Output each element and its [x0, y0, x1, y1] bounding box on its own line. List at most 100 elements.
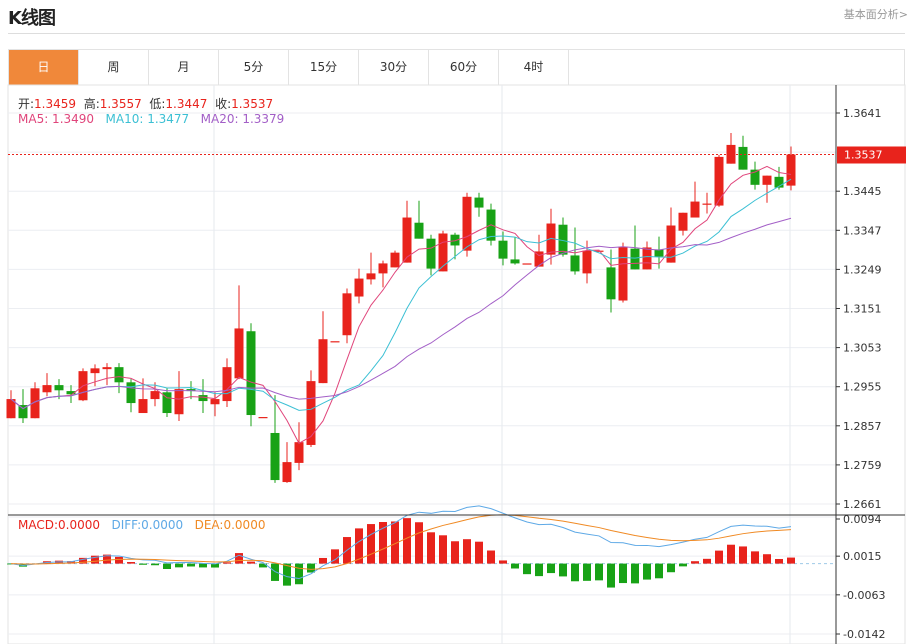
candle-body — [90, 368, 100, 374]
candle-body — [582, 250, 592, 274]
period-tabs: 日 周 月 5分 15分 30分 60分 4时 — [8, 49, 905, 85]
macd-histogram-bar — [607, 563, 615, 588]
ma5-value: MA5: 1.3490 — [18, 112, 95, 126]
candle-body — [306, 381, 316, 445]
candle-body — [606, 267, 616, 300]
macd-histogram-bar — [271, 563, 279, 581]
moving-averages — [10, 165, 792, 444]
close-label: 收: — [215, 97, 232, 111]
tab-4hour[interactable]: 4时 — [499, 50, 569, 85]
high-value: 1.3557 — [99, 97, 142, 111]
macd-histogram-bar — [91, 555, 99, 564]
candle-body — [534, 251, 544, 267]
tab-15min[interactable]: 15分 — [289, 50, 359, 85]
macd-histogram-bar — [223, 562, 231, 564]
dea-line — [10, 514, 792, 570]
candle-body — [138, 399, 148, 414]
ma20-line — [10, 217, 792, 410]
macd-histogram-bar — [763, 554, 771, 564]
candle-body — [318, 339, 328, 384]
macd-histogram-bar — [319, 557, 327, 564]
candle-body — [54, 385, 64, 391]
macd-histogram-bar — [679, 563, 687, 567]
macd-histogram-bar — [367, 524, 375, 564]
candle-body — [282, 462, 292, 483]
low-label: 低: — [149, 97, 166, 111]
price-tick-label: 1.3053 — [843, 342, 882, 355]
candle-body — [342, 293, 352, 336]
last-price-label: 1.3537 — [844, 148, 883, 161]
macd-histogram-bar — [235, 553, 243, 564]
macd-histogram-bar — [403, 518, 411, 564]
price-tick-label: 1.3347 — [843, 224, 882, 237]
divider — [8, 33, 905, 34]
candle-body — [690, 201, 700, 218]
tab-30min[interactable]: 30分 — [359, 50, 429, 85]
macd-histogram-bar — [355, 528, 363, 564]
candle-body — [594, 250, 604, 252]
macd-histogram-bar — [511, 563, 519, 569]
macd-histogram-bar — [643, 563, 651, 580]
macd-histogram-bar — [499, 560, 507, 564]
macd-histogram-bar — [175, 563, 183, 568]
macd-histogram-bar — [283, 563, 291, 586]
candle-body — [678, 212, 688, 231]
macd-histogram-bar — [667, 563, 675, 573]
tab-day[interactable]: 日 — [9, 50, 79, 85]
macd-histogram-bar — [295, 563, 303, 585]
macd-histogram-bar — [199, 563, 207, 568]
candle-body — [270, 432, 280, 481]
candle-body — [630, 248, 640, 270]
macd-histogram-bar — [415, 522, 423, 564]
candle-body — [114, 367, 124, 383]
macd-tick-label: -0.0142 — [843, 628, 885, 641]
macd-histogram-bar — [739, 546, 747, 564]
macd-histogram-bar — [139, 563, 147, 565]
macd-histogram-bar — [475, 541, 483, 564]
macd-histogram-bar — [79, 557, 87, 564]
ma-readout: MA5: 1.3490 MA10: 1.3477 MA20: 1.3379 — [18, 112, 284, 126]
candle-body — [714, 156, 724, 206]
candle-body — [102, 367, 112, 370]
macd-histogram-bar — [751, 551, 759, 564]
candle-body — [234, 328, 244, 379]
fundamental-analysis-link[interactable]: 基本面分析> — [843, 8, 908, 21]
ma10-value: MA10: 1.3477 — [105, 112, 190, 126]
candle-body — [666, 225, 676, 263]
candle-body — [354, 278, 364, 297]
macd-histogram-bar — [439, 535, 447, 564]
candle-body — [642, 247, 652, 270]
price-tick-label: 1.3445 — [843, 185, 882, 198]
candle-body — [450, 234, 460, 246]
candle-body — [570, 255, 580, 272]
price-tick-label: 1.3151 — [843, 303, 882, 316]
macd-histogram-bar — [787, 557, 795, 564]
candle-body — [126, 382, 136, 404]
candle-body — [786, 154, 796, 186]
tab-60min[interactable]: 60分 — [429, 50, 499, 85]
candle-body — [522, 263, 532, 265]
tab-5min[interactable]: 5分 — [219, 50, 289, 85]
macd-histogram-bar — [211, 563, 219, 568]
macd-histogram-bar — [535, 563, 543, 577]
candle-body — [42, 385, 52, 393]
macd-readout: MACD:0.0000 DIFF:0.0000 DEA:0.0000 — [18, 518, 265, 532]
tab-week[interactable]: 周 — [79, 50, 149, 85]
low-value: 1.3447 — [165, 97, 208, 111]
macd-tick-label: 0.0015 — [843, 550, 882, 563]
tab-month[interactable]: 月 — [149, 50, 219, 85]
macd-histogram-bar — [163, 563, 171, 570]
diff-value: DIFF:0.0000 — [111, 518, 184, 532]
candle-body — [414, 222, 424, 239]
grid — [7, 84, 906, 644]
macd-tick-label: -0.0063 — [843, 589, 885, 602]
candle-body — [438, 233, 448, 272]
candle-body — [174, 389, 184, 415]
price-tick-label: 1.3641 — [843, 107, 882, 120]
candle-body — [402, 217, 412, 263]
macd-histogram-bar — [703, 558, 711, 564]
candle-body — [654, 249, 664, 257]
candle-body — [390, 252, 400, 268]
candle-body — [150, 391, 160, 400]
